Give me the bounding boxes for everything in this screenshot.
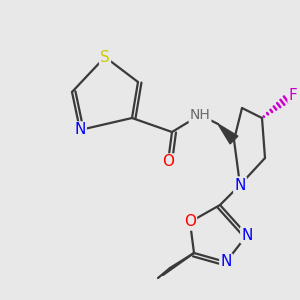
Text: S: S [100, 50, 110, 64]
Text: N: N [74, 122, 86, 137]
Text: N: N [241, 227, 253, 242]
Polygon shape [218, 124, 238, 144]
Text: O: O [162, 154, 174, 169]
Text: N: N [220, 254, 232, 269]
Text: F: F [289, 88, 297, 103]
Text: N: N [234, 178, 246, 193]
Text: O: O [184, 214, 196, 230]
Text: NH: NH [190, 108, 210, 122]
